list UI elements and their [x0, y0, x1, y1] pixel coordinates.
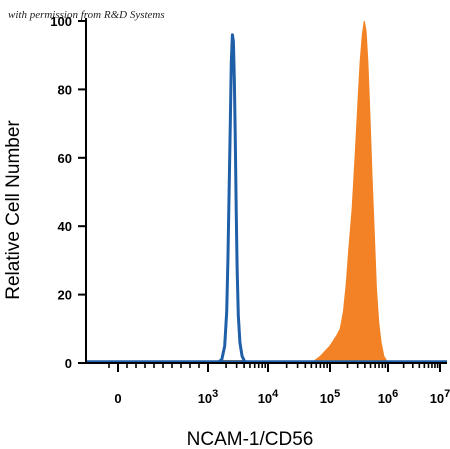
y-tick-label: 20 — [58, 288, 72, 303]
y-tick-label: 80 — [58, 82, 72, 97]
series-outline-histogram — [215, 33, 247, 365]
x-tick-label: 104 — [258, 388, 279, 406]
x-tick-label: 107 — [430, 388, 450, 406]
x-tick-label: 105 — [320, 388, 341, 406]
x-axis-label: NCAM-1/CD56 — [187, 429, 314, 449]
y-axis-label: Relative Cell Number — [3, 120, 24, 300]
y-tick-label: 40 — [58, 219, 72, 234]
y-tick-label: 0 — [65, 356, 72, 371]
watermark-text: with permission from R&D Systems — [8, 9, 165, 21]
series-layer — [86, 20, 447, 365]
series-filled-histogram — [309, 20, 389, 364]
y-tick-label: 100 — [50, 14, 72, 29]
x-tick-label: 106 — [378, 388, 399, 406]
y-ticks: 0 20 40 60 80 100 — [50, 14, 86, 371]
x-ticks: 0 103 104 105 106 107 — [108, 363, 450, 406]
x-tick-label: 0 — [114, 391, 121, 406]
x-tick-label: 103 — [198, 388, 219, 406]
y-tick-label: 60 — [58, 151, 72, 166]
